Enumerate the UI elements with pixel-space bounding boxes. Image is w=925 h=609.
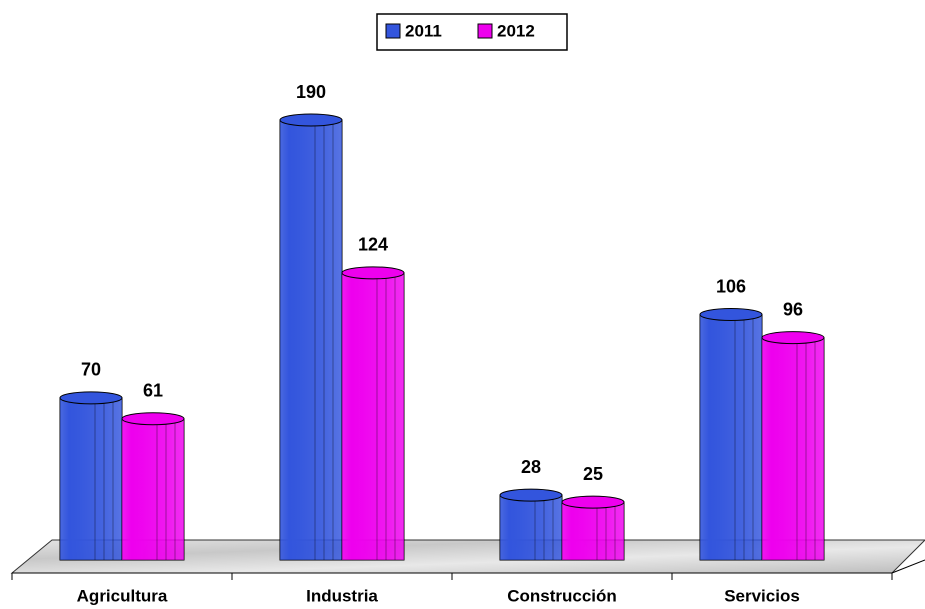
- x-axis-depth: [891, 559, 925, 574]
- bar: [761, 331, 825, 561]
- bar: [121, 412, 185, 561]
- bar-top: [499, 488, 563, 502]
- bar-back: [562, 502, 624, 560]
- x-tick-label: Agricultura: [77, 586, 168, 605]
- bar-back: [762, 337, 824, 560]
- bar-back: [60, 397, 122, 560]
- bar-back: [500, 495, 562, 560]
- data-label: 61: [143, 380, 163, 400]
- bar-top: [699, 308, 763, 322]
- bar-back: [280, 120, 342, 560]
- legend-swatch: [385, 23, 401, 39]
- bar-top: [59, 391, 123, 405]
- data-label: 96: [783, 299, 803, 319]
- x-tick-label: Servicios: [724, 586, 800, 605]
- bar-top: [341, 266, 405, 280]
- bar-back: [342, 272, 404, 560]
- bar: [341, 266, 405, 561]
- bar-top: [761, 331, 825, 345]
- data-label: 70: [81, 360, 101, 380]
- x-tick-label: Construcción: [507, 586, 617, 605]
- x-tick-label: Industria: [306, 586, 378, 605]
- data-label: 106: [716, 276, 746, 296]
- bar-back: [700, 314, 762, 560]
- data-label: 25: [583, 464, 603, 484]
- bar: [279, 113, 343, 561]
- bar: [699, 308, 763, 561]
- legend-label: 2012: [497, 21, 535, 40]
- bar: [561, 495, 625, 561]
- bar-back: [122, 418, 184, 560]
- legend-swatch: [477, 23, 493, 39]
- legend-box: [376, 13, 568, 51]
- bar-top: [561, 495, 625, 509]
- bar: [59, 391, 123, 561]
- data-label: 124: [358, 235, 388, 255]
- bar-top: [279, 113, 343, 127]
- data-label: 28: [521, 457, 541, 477]
- bar: [499, 488, 563, 561]
- data-label: 190: [296, 82, 326, 102]
- legend-label: 2011: [405, 21, 442, 40]
- bar-top: [121, 412, 185, 426]
